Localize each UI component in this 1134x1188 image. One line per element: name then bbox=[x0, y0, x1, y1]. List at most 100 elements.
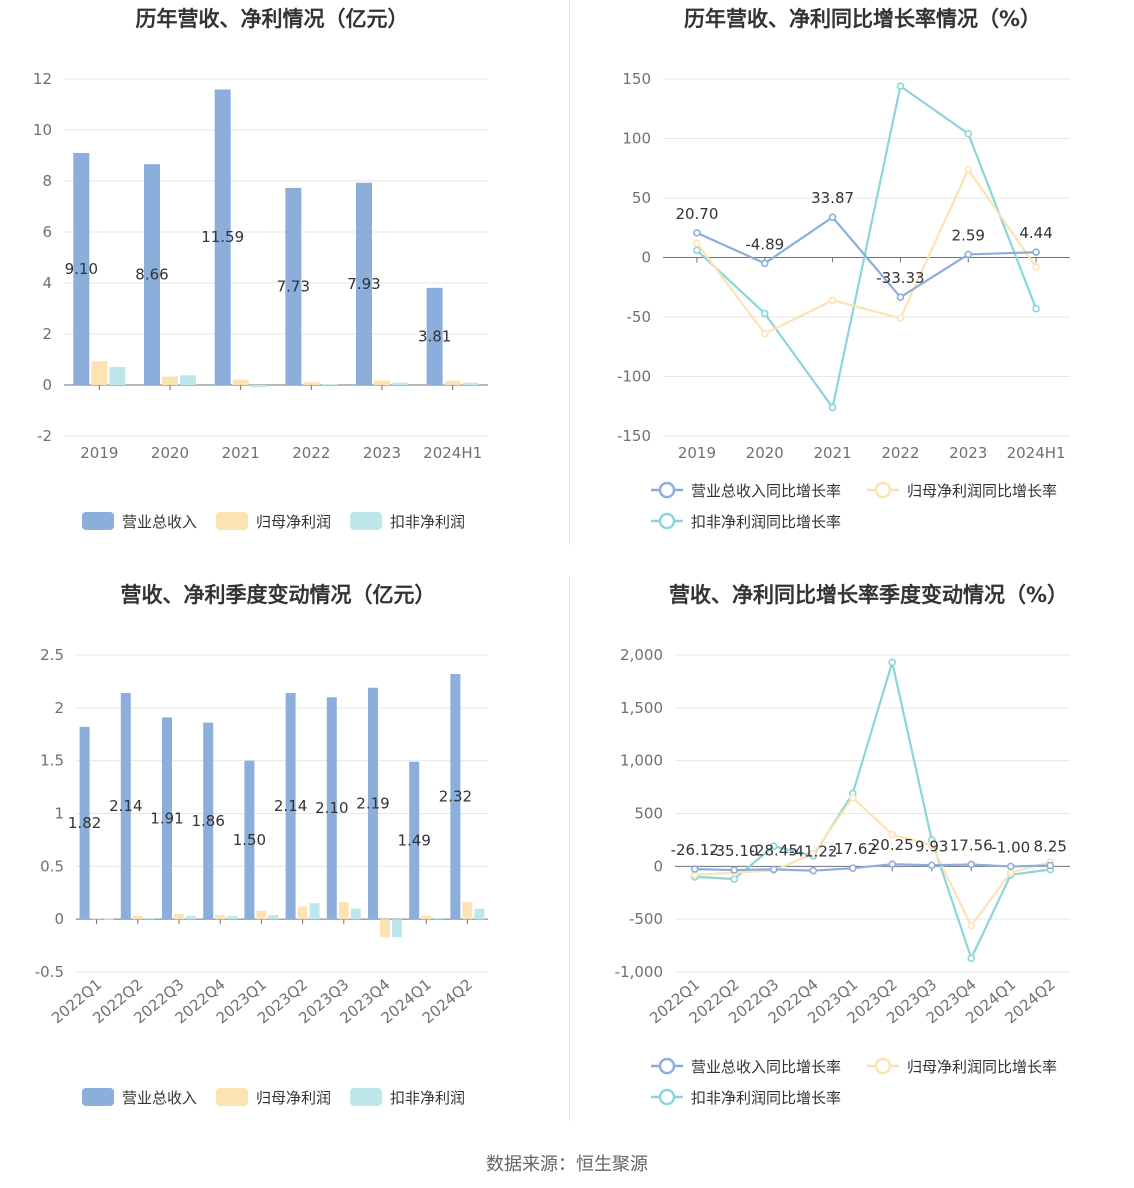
data-label: 3.81 bbox=[418, 327, 451, 345]
legend-marker bbox=[658, 512, 676, 530]
bar-revenue bbox=[144, 164, 160, 385]
y-tick-label: -100 bbox=[617, 368, 651, 386]
y-tick-label: -50 bbox=[627, 308, 652, 326]
x-tick-label: 2022 bbox=[292, 444, 330, 462]
series-point bbox=[896, 82, 905, 90]
data-label: 2.32 bbox=[439, 788, 472, 806]
data-label: 7.73 bbox=[277, 277, 310, 295]
bar-revenue bbox=[409, 761, 420, 920]
data-label: 7.93 bbox=[347, 275, 380, 293]
legend-marker bbox=[658, 1088, 676, 1106]
data-label: 2.14 bbox=[274, 797, 307, 815]
annual-growth-rate-chart: 历年营收、净利同比增长率情况（%） 150 100 50 0 -50 -100 -150 201… bbox=[567, 0, 1134, 545]
series-point bbox=[888, 658, 897, 667]
annual-growth-rate-svg: 历年营收、净利同比增长率情况（%） 150 100 50 0 -50 -100 -150 201… bbox=[617, 7, 1070, 531]
bar-deducted-np bbox=[392, 919, 402, 938]
y-tick-label: 0.5 bbox=[40, 857, 64, 875]
series-point bbox=[809, 866, 818, 875]
quarterly-growth-rate-svg: 营收、净利同比增长率季度变动情况（%） 2,000 1,500 1,000 500 0 -5… bbox=[615, 583, 1070, 1107]
bar-deducted-np bbox=[433, 918, 444, 920]
divider-bottom bbox=[569, 576, 570, 1121]
x-tick-label: 2021 bbox=[222, 444, 260, 462]
series-line-deducted-np bbox=[694, 658, 1051, 962]
data-label: 9.93 bbox=[915, 837, 948, 855]
legend-swatch bbox=[82, 512, 114, 530]
series-point bbox=[828, 296, 837, 305]
data-label: 1.91 bbox=[150, 809, 183, 827]
legend-swatch bbox=[350, 512, 382, 530]
chart-title: 历年营收、净利情况（亿元） bbox=[136, 7, 409, 31]
bar-revenue bbox=[285, 187, 302, 385]
data-label: 8.66 bbox=[135, 266, 168, 284]
y-tick-label: -1,000 bbox=[615, 963, 663, 981]
bar-parent-np bbox=[462, 902, 473, 920]
series-point bbox=[769, 842, 778, 851]
y-tick-label: 0 bbox=[42, 376, 52, 394]
y-tick-label: 0 bbox=[641, 249, 651, 267]
series-point bbox=[690, 865, 699, 873]
series-point bbox=[809, 849, 818, 858]
data-label: 1.86 bbox=[191, 812, 224, 830]
data-label: 2.19 bbox=[356, 794, 389, 812]
bar-revenue bbox=[120, 693, 131, 920]
bar-parent-np bbox=[215, 914, 226, 920]
series-point bbox=[1046, 861, 1055, 870]
bar-revenue bbox=[79, 726, 90, 920]
y-tick-label: 2 bbox=[54, 699, 64, 717]
bar-parent-np bbox=[232, 379, 249, 385]
y-tick-label: 500 bbox=[634, 805, 663, 823]
bar-deducted-np bbox=[109, 366, 126, 385]
series-point bbox=[730, 875, 739, 883]
data-label: 11.59 bbox=[201, 228, 244, 246]
x-tick-label: 2019 bbox=[80, 444, 118, 462]
bar-parent-np bbox=[256, 910, 267, 920]
series-point bbox=[848, 793, 857, 802]
series-point bbox=[1006, 868, 1015, 877]
y-tick-label: 10 bbox=[33, 121, 52, 139]
series-line-parent-np bbox=[696, 167, 1037, 336]
annual-revenue-profit-svg: 历年营收、净利情况（亿元） 12 10 8 6 4 2 0 -2 2019 2020 2021 2022… bbox=[33, 7, 488, 531]
bar-revenue bbox=[214, 89, 231, 385]
data-label: -4.89 bbox=[745, 235, 784, 253]
data-label: 2.14 bbox=[109, 797, 142, 815]
series-line-revenue bbox=[696, 215, 1037, 299]
bar-deducted-np bbox=[350, 908, 361, 920]
quarterly-growth-rate-chart: 营收、净利同比增长率季度变动情况（%） 2,000 1,500 1,000 500 0 -5… bbox=[567, 576, 1134, 1121]
series-point bbox=[964, 165, 973, 174]
series-point bbox=[964, 129, 973, 138]
y-tick-label: 1,000 bbox=[620, 752, 663, 770]
series-point bbox=[848, 864, 857, 872]
y-tick-label: 50 bbox=[632, 189, 651, 207]
bar-revenue bbox=[285, 693, 296, 920]
data-label: 2.59 bbox=[952, 226, 985, 244]
legend-label: 扣非净利润 bbox=[390, 513, 465, 531]
series-point bbox=[967, 860, 976, 869]
data-label: 9.10 bbox=[65, 260, 98, 278]
bar-deducted-np bbox=[321, 384, 338, 386]
data-label: -35.10 bbox=[710, 842, 758, 860]
bar-parent-np bbox=[303, 382, 320, 385]
data-label: -33.33 bbox=[876, 269, 924, 287]
series-point bbox=[1032, 263, 1040, 271]
series-point bbox=[828, 403, 837, 412]
series-point bbox=[760, 309, 769, 318]
legend-label: 营业总收入 bbox=[122, 1089, 197, 1107]
x-tick-label: 2019 bbox=[678, 444, 716, 462]
y-tick-label: -500 bbox=[629, 910, 663, 928]
data-label: 20.25 bbox=[871, 836, 914, 854]
bar-deducted-np bbox=[462, 382, 479, 385]
series-point bbox=[760, 259, 769, 268]
bar-deducted-np bbox=[250, 385, 267, 388]
legend-swatch bbox=[82, 1088, 114, 1106]
legend-label: 归母净利润 bbox=[256, 1089, 331, 1107]
legend-marker bbox=[658, 481, 676, 499]
bar-revenue bbox=[426, 287, 443, 385]
y-tick-label: 12 bbox=[33, 70, 52, 88]
bar-deducted-np bbox=[227, 915, 238, 920]
legend-marker bbox=[874, 1057, 892, 1075]
bar-revenue bbox=[203, 722, 214, 920]
data-label: 8.25 bbox=[1034, 837, 1067, 855]
y-tick-label: 4 bbox=[42, 274, 52, 292]
x-tick-label: 2020 bbox=[151, 444, 189, 462]
bar-revenue bbox=[73, 152, 90, 385]
